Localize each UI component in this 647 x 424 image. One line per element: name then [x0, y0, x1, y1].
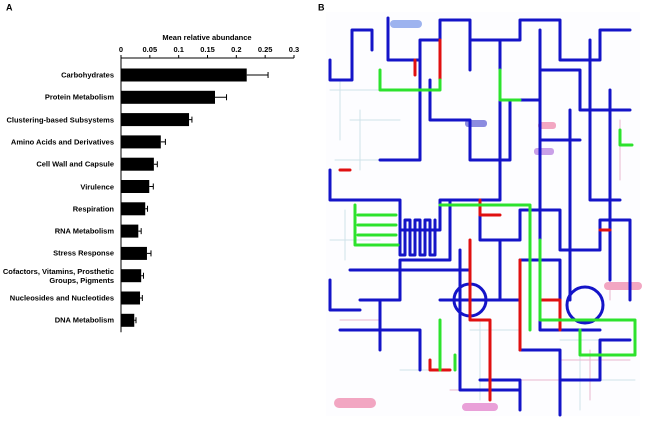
error-bar	[149, 183, 154, 190]
y-tick-label: Cell Wall and Capsule	[36, 159, 114, 169]
error-bar	[160, 138, 166, 145]
map-node	[462, 403, 498, 411]
pathway	[478, 98, 582, 417]
x-tick-label: 0.3	[289, 45, 299, 54]
pathway-cycle	[565, 285, 605, 325]
y-tick-label: Amino Acids and Derivatives	[10, 137, 114, 147]
bar	[121, 202, 146, 216]
y-tick-label: DNA Metabolism	[54, 315, 114, 325]
error-bar	[140, 295, 143, 301]
pathway-highlight	[353, 68, 637, 372]
error-bar	[141, 272, 144, 279]
error-bar	[246, 72, 269, 78]
y-tick-label: Cofactors, Vitamins, Prosthetic Groups, …	[2, 266, 114, 285]
error-bar	[146, 250, 152, 257]
map-node	[534, 148, 554, 155]
error-bar	[153, 161, 158, 168]
map-node	[334, 398, 376, 408]
bar	[121, 224, 139, 238]
x-tick-label: 0.2	[231, 45, 241, 54]
y-tick-label: Clustering-based Subsystems	[6, 115, 114, 125]
bar	[121, 135, 161, 149]
bar	[121, 157, 154, 171]
bar	[121, 180, 150, 193]
error-bar	[134, 317, 137, 324]
y-tick-label: Virulence	[80, 182, 114, 191]
map-node	[390, 20, 422, 28]
panel-label: B	[318, 2, 325, 12]
error-bar	[138, 228, 142, 235]
bar	[121, 90, 215, 104]
x-tick-label: 0	[119, 45, 123, 54]
panel-label: A	[6, 2, 13, 12]
pathway	[328, 38, 622, 372]
bar	[121, 68, 247, 82]
x-tick-label: 0.15	[200, 45, 215, 54]
bar	[121, 313, 135, 327]
bar	[121, 269, 142, 283]
y-tick-label: Nucleosides and Nucleotides	[9, 293, 114, 303]
map-node	[538, 122, 556, 129]
bar	[121, 246, 147, 260]
x-tick-label: 0.1	[173, 45, 183, 54]
y-tick-label: Respiration	[72, 204, 114, 214]
map-node	[604, 282, 642, 290]
error-bar	[214, 94, 228, 101]
pathway	[348, 28, 632, 392]
y-tick-label: Carbohydrates	[61, 70, 114, 80]
pathway	[398, 218, 437, 257]
x-axis-title: Mean relative abundance	[162, 33, 251, 42]
pathway	[328, 16, 632, 82]
pathway-highlight	[338, 38, 612, 402]
x-tick-label: 0.05	[143, 45, 158, 54]
y-tick-label: Stress Response	[53, 248, 114, 258]
x-tick-label: 0.25	[258, 45, 273, 54]
y-tick-label: Protein Metabolism	[44, 92, 114, 102]
error-bar	[145, 205, 149, 212]
error-bar	[189, 116, 193, 123]
bar	[121, 291, 141, 305]
metabolic-map	[326, 12, 642, 417]
bar	[121, 113, 190, 127]
y-tick-label: RNA Metabolism	[54, 226, 114, 236]
